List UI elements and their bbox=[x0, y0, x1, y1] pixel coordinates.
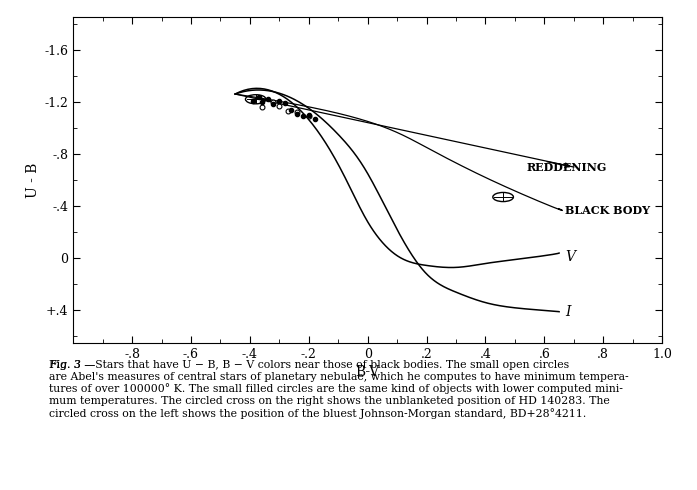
Text: BLACK BODY: BLACK BODY bbox=[565, 204, 650, 216]
Y-axis label: U - B: U - B bbox=[26, 162, 40, 198]
Text: Fig. 3 —: Fig. 3 — bbox=[49, 360, 95, 370]
Text: REDDENING: REDDENING bbox=[527, 162, 607, 173]
X-axis label: B-V: B-V bbox=[355, 365, 380, 379]
Text: I: I bbox=[565, 305, 570, 318]
Text: Fig. 3 —Stars that have U − B, B − V colors near those of black bodies. The smal: Fig. 3 —Stars that have U − B, B − V col… bbox=[49, 360, 629, 418]
Text: V: V bbox=[565, 250, 575, 264]
